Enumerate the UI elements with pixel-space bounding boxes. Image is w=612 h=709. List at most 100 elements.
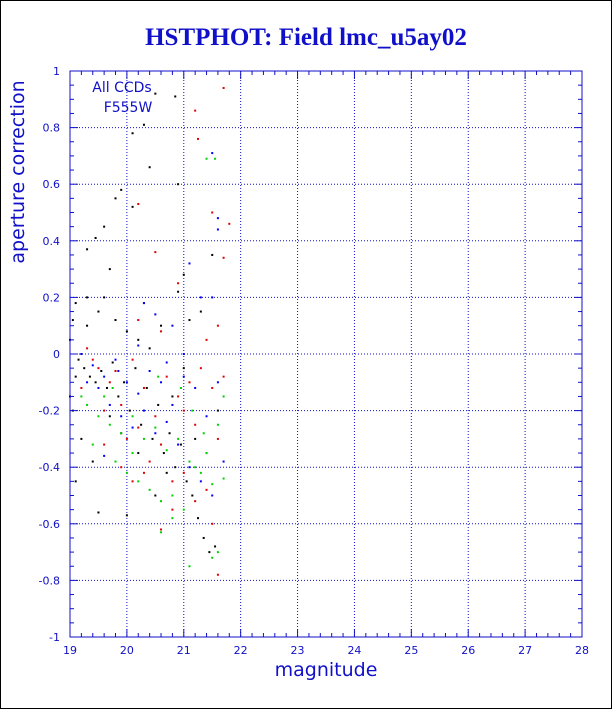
data-point <box>86 381 89 384</box>
y-tick-label: -1 <box>49 631 60 644</box>
data-point <box>182 375 185 378</box>
data-point <box>142 386 145 389</box>
data-point <box>137 319 140 322</box>
data-point <box>137 426 140 429</box>
data-point <box>211 556 214 559</box>
data-point <box>86 347 89 350</box>
y-tick-label: 0.6 <box>43 178 61 191</box>
data-point <box>142 471 145 474</box>
data-point <box>188 565 191 568</box>
data-point <box>171 324 174 327</box>
data-point <box>103 454 106 457</box>
data-points <box>69 86 231 576</box>
data-point <box>137 392 140 395</box>
data-point <box>171 480 174 483</box>
data-point <box>228 222 231 225</box>
y-axis-label: aperture correction <box>7 80 29 263</box>
data-point <box>197 137 199 140</box>
data-point <box>80 386 83 389</box>
data-point <box>160 443 163 446</box>
data-point <box>216 217 219 220</box>
data-point <box>111 386 114 389</box>
data-point <box>182 409 185 412</box>
data-point <box>188 381 191 384</box>
data-point <box>154 415 157 418</box>
data-point <box>194 466 197 469</box>
data-point <box>199 310 202 313</box>
data-point <box>205 338 208 341</box>
data-point <box>91 443 94 446</box>
chart-title: HSTPHOT: Field lmc_u5ay02 <box>145 24 467 51</box>
data-point <box>108 381 111 384</box>
data-point <box>108 423 111 426</box>
y-tick-label: 0.4 <box>43 235 61 248</box>
data-point <box>177 183 180 186</box>
data-point <box>182 471 185 474</box>
y-tick-label: -0.2 <box>39 405 60 418</box>
data-point <box>105 386 108 389</box>
data-point <box>160 381 163 384</box>
data-point <box>162 452 165 455</box>
data-point <box>202 432 205 435</box>
data-point <box>216 423 219 426</box>
data-point <box>199 471 202 474</box>
data-point <box>97 310 100 313</box>
data-point <box>125 381 128 384</box>
data-point <box>216 437 219 440</box>
data-point <box>131 480 134 483</box>
data-point <box>211 386 214 389</box>
data-point <box>131 205 134 208</box>
data-point <box>216 551 219 554</box>
data-point <box>131 452 134 455</box>
data-point <box>137 452 140 455</box>
data-point <box>100 369 103 372</box>
data-point <box>137 344 140 347</box>
data-point <box>177 437 180 440</box>
data-point <box>80 395 83 398</box>
data-point <box>160 324 163 327</box>
data-point <box>199 296 202 299</box>
data-point <box>71 319 74 322</box>
y-tick-label: -0.8 <box>39 574 60 587</box>
data-point <box>103 225 106 228</box>
data-point <box>174 95 177 98</box>
data-point <box>125 514 128 517</box>
data-point <box>128 409 131 412</box>
data-point <box>179 386 182 389</box>
data-point <box>91 364 94 367</box>
data-point <box>222 460 225 463</box>
data-point <box>199 480 202 483</box>
data-point <box>120 188 123 191</box>
data-point <box>171 508 174 511</box>
data-point <box>168 432 171 435</box>
data-point <box>137 203 140 206</box>
x-tick-label: 28 <box>575 644 589 657</box>
x-tick-label: 20 <box>120 644 134 657</box>
x-tick-label: 19 <box>63 644 77 657</box>
data-point <box>165 361 168 364</box>
data-point <box>165 471 168 474</box>
annotation-filter: F555W <box>104 100 153 116</box>
data-point <box>86 403 89 406</box>
data-point <box>182 367 185 370</box>
data-point <box>134 367 137 370</box>
data-point <box>131 426 134 429</box>
y-tick-label: 0.2 <box>43 291 61 304</box>
data-point <box>211 522 214 525</box>
data-point <box>86 324 89 327</box>
data-point <box>222 256 225 259</box>
data-point <box>154 92 157 95</box>
data-point <box>194 386 197 389</box>
data-point <box>131 415 134 418</box>
data-point <box>108 268 111 271</box>
data-point <box>177 443 180 446</box>
x-tick-label: 24 <box>347 644 361 657</box>
data-point <box>120 403 123 406</box>
x-tick-label: 27 <box>518 644 532 657</box>
data-point <box>188 262 191 265</box>
x-tick-label: 26 <box>461 644 475 657</box>
tick-labels: 19 20 21 22 23 24 25 26 27 28 -1 -0.8 -0.6 -0.4 -0.2 0 0… <box>39 65 589 657</box>
data-point <box>222 86 225 89</box>
data-point <box>114 460 117 463</box>
data-point <box>211 483 214 486</box>
